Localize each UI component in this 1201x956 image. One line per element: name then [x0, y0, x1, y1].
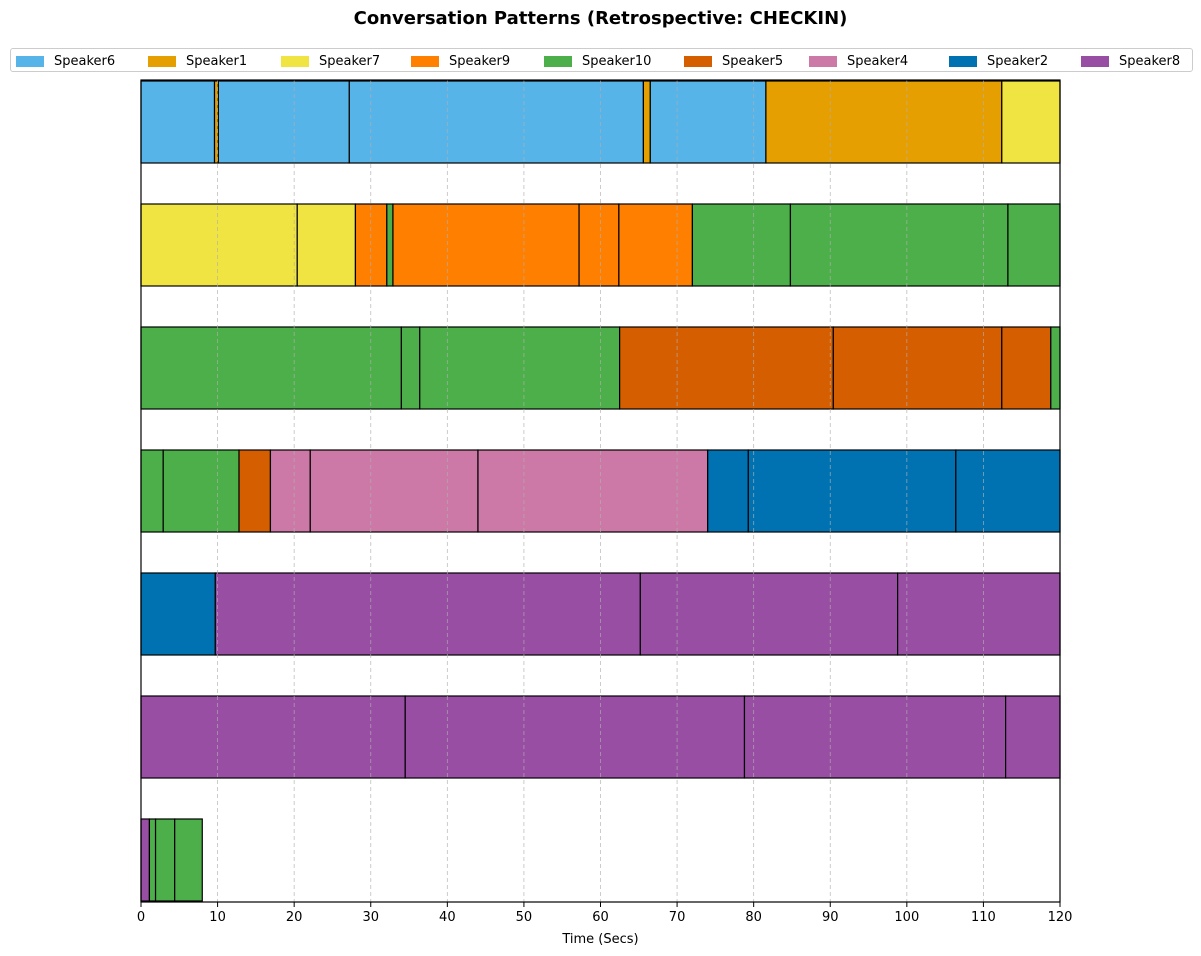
legend-label: Speaker4	[847, 53, 909, 69]
bar-segment-row3-5	[832, 326, 1003, 410]
legend-swatch	[411, 55, 439, 67]
bar-segment-row1-4	[348, 80, 644, 164]
legend: Speaker6 Speaker1 Speaker7 Speaker9 Speaker1…	[10, 48, 1193, 72]
legend-swatch	[16, 55, 44, 67]
x-tick-label-90: 90	[822, 910, 839, 925]
legend-item-speaker6: Speaker6	[16, 49, 115, 73]
legend-label: Speaker10	[582, 53, 652, 69]
bar-segment-row4-1	[140, 449, 164, 533]
legend-swatch	[281, 55, 309, 67]
x-tick-label-30: 30	[362, 910, 379, 925]
bar-segment-row3-7	[1050, 326, 1061, 410]
bar-segment-row2-7	[618, 203, 694, 287]
bar-segment-row6-1	[140, 695, 406, 779]
legend-item-speaker5: Speaker5	[684, 49, 783, 73]
x-tick-label-20: 20	[286, 910, 303, 925]
bar-segment-row4-7	[707, 449, 749, 533]
bar-segment-row2-2	[296, 203, 357, 287]
legend-swatch	[949, 55, 977, 67]
bar-segment-row1-8	[1001, 80, 1061, 164]
x-tick-label-80: 80	[745, 910, 762, 925]
bar-segment-row7-3	[154, 818, 176, 902]
legend-swatch	[544, 55, 572, 67]
bar-segment-row2-6	[578, 203, 620, 287]
legend-label: Speaker1	[186, 53, 248, 69]
bar-segment-row2-1	[140, 203, 298, 287]
bar-segment-row4-3	[238, 449, 272, 533]
bar-segment-row3-3	[419, 326, 621, 410]
bar-segment-row3-6	[1001, 326, 1052, 410]
x-tick-label-70: 70	[669, 910, 686, 925]
legend-label: Speaker2	[987, 53, 1049, 69]
bar-segment-row6-2	[404, 695, 746, 779]
bar-segment-row3-4	[619, 326, 834, 410]
bar-segment-row5-2	[214, 572, 641, 656]
bar-segment-row7-4	[174, 818, 203, 902]
bar-segment-row5-1	[140, 572, 216, 656]
bar-segment-row2-9	[789, 203, 1009, 287]
bar-segment-row2-5	[392, 203, 580, 287]
x-tick-label-10: 10	[209, 910, 226, 925]
bar-segment-row1-7	[765, 80, 1003, 164]
x-axis-label: Time (Secs)	[561, 932, 638, 947]
bar-segment-row4-4	[269, 449, 311, 533]
legend-swatch	[684, 55, 712, 67]
bar-segment-row3-2	[400, 326, 421, 410]
legend-item-speaker2: Speaker2	[949, 49, 1048, 73]
x-tick-label-0: 0	[137, 910, 145, 925]
legend-item-speaker9: Speaker9	[411, 49, 510, 73]
bar-segment-row5-4	[897, 572, 1061, 656]
bar-segment-row6-4	[1005, 695, 1061, 779]
legend-label: Speaker7	[319, 53, 381, 69]
legend-item-speaker7: Speaker7	[281, 49, 380, 73]
x-tick-label-110: 110	[971, 910, 996, 925]
bar-segment-row2-8	[691, 203, 792, 287]
legend-swatch	[809, 55, 837, 67]
bar-segment-row3-1	[140, 326, 402, 410]
x-tick-label-120: 120	[1048, 910, 1073, 925]
x-tick-label-60: 60	[592, 910, 609, 925]
bar-segment-row1-6	[649, 80, 767, 164]
bar-segment-row1-1	[140, 80, 216, 164]
bar-segment-row7-2	[148, 818, 157, 902]
bar-segment-row4-9	[955, 449, 1061, 533]
bar-segment-row4-5	[309, 449, 479, 533]
legend-item-speaker8: Speaker8	[1081, 49, 1180, 73]
bar-segment-row6-3	[743, 695, 1007, 779]
legend-swatch	[1081, 55, 1109, 67]
bar-segment-row5-3	[639, 572, 899, 656]
bar-segment-row4-2	[162, 449, 240, 533]
legend-label: Speaker9	[449, 53, 511, 69]
bar-segment-row7-1	[140, 818, 151, 902]
bar-segment-row4-6	[477, 449, 709, 533]
legend-label: Speaker6	[54, 53, 116, 69]
x-tick-label-40: 40	[439, 910, 456, 925]
chart-title: Conversation Patterns (Retrospective: CH…	[353, 8, 848, 29]
bar-segment-row2-4	[386, 203, 394, 287]
bar-segment-row4-8	[747, 449, 957, 533]
bar-segment-row2-10	[1007, 203, 1061, 287]
legend-item-speaker1: Speaker1	[148, 49, 247, 73]
legend-item-speaker10: Speaker10	[544, 49, 651, 73]
bar-segment-row1-5	[642, 80, 651, 164]
legend-label: Speaker5	[722, 53, 784, 69]
legend-swatch	[148, 55, 176, 67]
legend-item-speaker4: Speaker4	[809, 49, 908, 73]
x-tick-label-50: 50	[516, 910, 533, 925]
x-tick-label-100: 100	[894, 910, 919, 925]
bar-segment-row1-3	[217, 80, 350, 164]
legend-label: Speaker8	[1119, 53, 1181, 69]
